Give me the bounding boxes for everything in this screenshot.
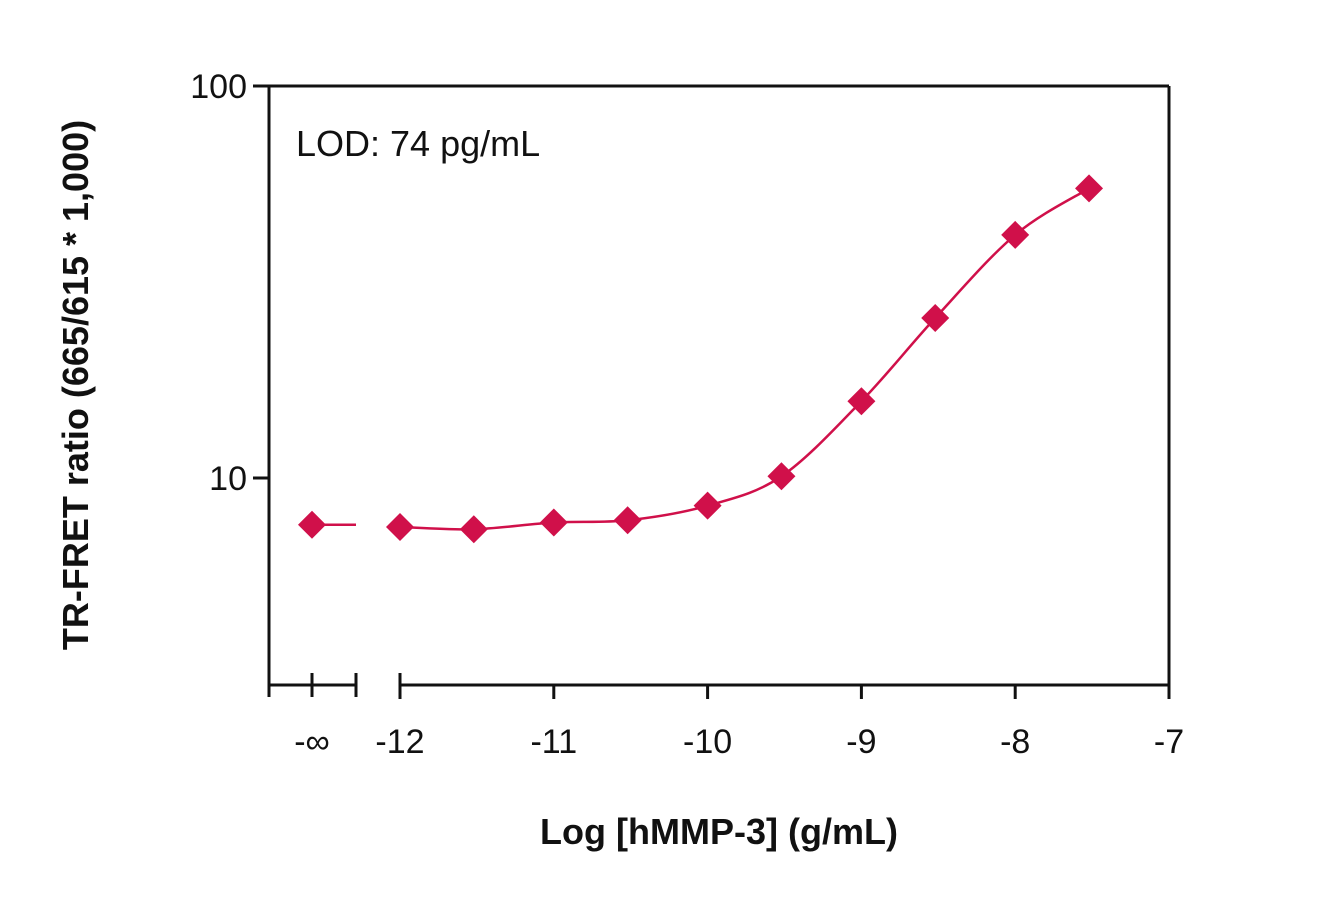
data-point [693, 491, 722, 520]
lod-annotation: LOD: 74 pg/mL [296, 123, 540, 164]
data-point [539, 508, 568, 537]
x-tick-label: -10 [683, 723, 732, 761]
fit-curve [399, 187, 1090, 531]
data-point [921, 303, 950, 332]
data-point [386, 512, 414, 541]
y-axis-title: TR-FRET ratio (665/615 * 1,000) [55, 120, 96, 650]
y-tick-label: 10 [209, 460, 247, 498]
data-point [1075, 174, 1104, 203]
fit-curve-layer [312, 187, 1090, 531]
data-point [459, 515, 488, 544]
axes [267, 84, 1171, 687]
data-point [767, 462, 796, 491]
x-tick-label-neg-infinity: -∞ [294, 723, 330, 761]
x-tick-label: -8 [1000, 723, 1030, 761]
data-point [1001, 220, 1030, 249]
data-point [847, 387, 876, 416]
tick-marks [253, 84, 1171, 699]
y-tick-labels: 10 100 [190, 68, 247, 498]
y-tick-label: 100 [190, 68, 247, 106]
x-tick-labels: -∞ -12 -11 -10 -9 -8 -7 [294, 723, 1184, 761]
x-tick-label: -11 [530, 723, 577, 761]
x-tick-label: -12 [375, 723, 424, 761]
x-axis-title: Log [hMMP-3] (g/mL) [540, 811, 898, 852]
data-point-neg-infinity [298, 510, 326, 539]
x-tick-label: -7 [1154, 723, 1184, 761]
x-tick-label: -9 [846, 723, 876, 761]
data-point [613, 506, 642, 535]
data-points [298, 174, 1104, 544]
